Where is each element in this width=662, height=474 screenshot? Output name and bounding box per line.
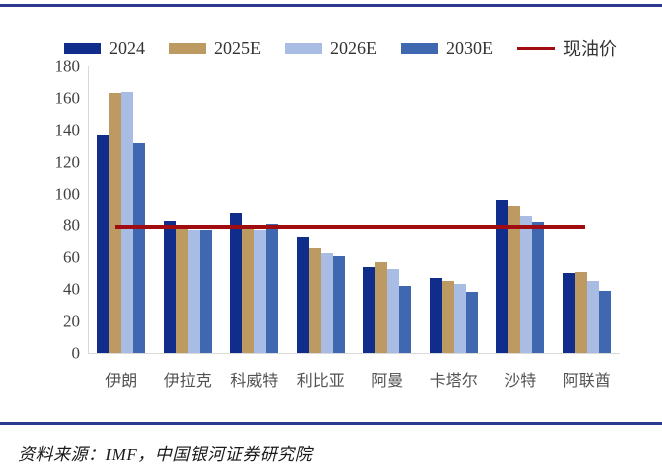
source-note: 资料来源：IMF，中国银河证券研究院 [18,445,313,464]
plot-area [88,66,620,354]
legend-item-2026e: 2026E [285,38,377,59]
bar-2030e-0 [133,142,146,353]
bar-group-7 [554,66,621,353]
x-axis: 伊朗 伊拉克 科威特 利比亚 阿曼 卡塔尔 沙特 阿联酋 [88,374,620,390]
bar-2026e-6 [520,215,533,353]
bar-2030e-5 [465,292,478,353]
bar-group-5 [421,66,488,353]
legend-line-swatch-oil-price [517,46,555,50]
current-oil-price-line [115,225,585,230]
bar-group-2 [221,66,288,353]
y-axis: 0 20 40 60 80 100 120 140 160 180 [0,0,81,474]
x-category-label-7: 阿联酋 [562,373,611,390]
chart-legend: 2024 2025E 2026E 2030E 现油价 [64,35,617,61]
bar-2026e-4 [387,268,400,353]
bar-2024-4 [363,266,376,353]
x-category-label-6: 沙特 [504,373,537,390]
bar-2025e-4 [375,262,388,353]
y-tick-label-120: 120 [54,152,81,172]
y-tick-label-160: 160 [54,88,81,108]
bar-2025e-7 [574,271,587,353]
y-tick-label-140: 140 [54,120,81,140]
legend-item-2025e: 2025E [169,38,261,59]
bar-2024-5 [429,278,442,353]
bar-group-4 [354,66,421,353]
bar-2025e-3 [308,247,321,353]
bar-2026e-2 [254,230,267,353]
legend-swatch-2024 [64,42,101,54]
y-tick-label-40: 40 [63,279,80,299]
top-divider [0,4,662,7]
y-tick-label-100: 100 [54,184,81,204]
bar-2024-6 [496,199,509,353]
bar-2025e-5 [441,281,454,353]
legend-label-2024: 2024 [109,37,145,58]
legend-label-oil-price: 现油价 [563,39,617,59]
bottom-divider [0,422,662,425]
legend-label-2030e: 2030E [446,37,493,58]
bar-2030e-4 [399,286,412,353]
x-category-label-4: 阿曼 [371,373,404,390]
y-tick-label-80: 80 [63,215,80,235]
x-category-label-3: 利比亚 [296,373,345,390]
legend-label-2025e: 2025E [214,37,261,58]
bar-group-1 [155,66,222,353]
bar-2025e-0 [109,93,122,353]
bar-group-3 [288,66,355,353]
bar-2024-2 [230,212,243,353]
x-category-label-2: 科威特 [230,373,279,390]
y-tick-label-0: 0 [71,343,81,363]
bar-2030e-7 [598,290,611,353]
y-tick-label-180: 180 [54,56,81,76]
bar-2026e-0 [121,91,134,353]
bar-2024-3 [296,236,309,353]
bar-2026e-3 [320,252,333,353]
legend-item-2024: 2024 [64,38,145,59]
bar-2026e-7 [586,281,599,353]
bar-group-6 [487,66,554,353]
bar-groups [88,66,620,353]
legend-swatch-2026e [285,42,322,54]
bar-2030e-1 [199,230,212,353]
y-tick-label-20: 20 [63,311,80,331]
bar-2026e-5 [453,284,466,353]
y-tick-label-60: 60 [63,247,80,267]
bar-group-0 [88,66,155,353]
x-category-label-5: 卡塔尔 [429,373,478,390]
legend-label-2026e: 2026E [330,37,377,58]
bar-2025e-2 [242,228,255,353]
bar-2030e-3 [332,255,345,353]
bar-2030e-2 [266,223,279,353]
bar-2024-7 [562,273,575,353]
legend-item-oil-price: 现油价 [517,35,617,61]
legend-swatch-2030e [401,42,438,54]
bar-2026e-1 [187,230,200,353]
x-axis-line [88,353,620,354]
x-category-label-1: 伊拉克 [163,373,212,390]
y-axis-line [88,66,89,353]
bar-2024-0 [97,134,110,353]
bar-2030e-6 [532,222,545,353]
bar-2025e-1 [175,228,188,353]
legend-swatch-2025e [169,42,206,54]
bar-2025e-6 [508,206,521,353]
bar-2024-1 [163,220,176,353]
x-category-label-0: 伊朗 [105,373,138,390]
legend-item-2030e: 2030E [401,38,493,59]
